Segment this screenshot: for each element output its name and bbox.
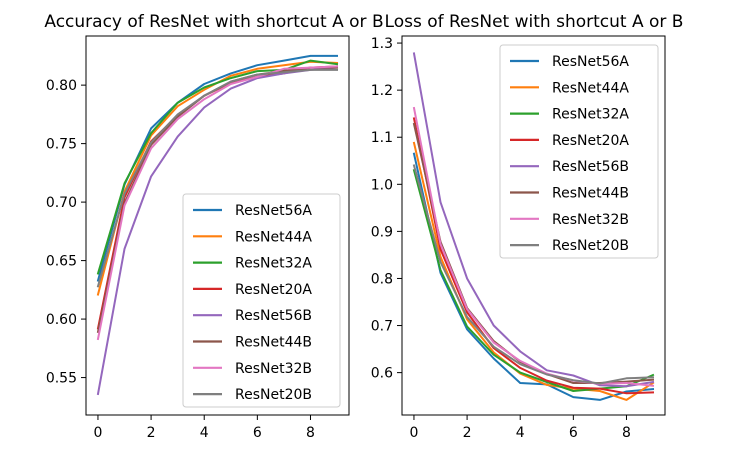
legend: ResNet56A ResNet44A ResNet32A ResNet20A ResN…	[499, 44, 659, 259]
y-tick-label: 1.2	[371, 83, 393, 99]
legend-label: ResNet44B	[552, 186, 629, 202]
series-line-resnet20b	[412, 164, 655, 385]
y-tick-label: 0.80	[46, 78, 77, 94]
y-tick-label: 0.60	[46, 312, 77, 328]
legend-label: ResNet56B	[552, 159, 629, 175]
y-tick-label: 0.75	[46, 137, 77, 153]
series-line-resnet32a	[412, 168, 655, 392]
x-tick-label: 4	[200, 425, 209, 441]
legend-label: ResNet20B	[235, 387, 312, 403]
series-line-resnet32b	[412, 106, 655, 387]
x-tick-label: 8	[622, 425, 631, 441]
legend-label: ResNet56A	[235, 203, 312, 219]
legend-label: ResNet32B	[235, 361, 312, 377]
y-tick-label: 1.3	[371, 36, 393, 52]
legend-label: ResNet32A	[552, 107, 629, 123]
x-tick-label: 0	[409, 425, 418, 441]
legend-label: ResNet56B	[235, 308, 312, 324]
x-tick-label: 2	[463, 425, 472, 441]
loss-panel: 0 2 4 6 8 0.6 0.7 0.8 0.9 1.0 1.1 1.2 1.3 Loss of Res…	[371, 12, 684, 441]
legend-label: ResNet20A	[552, 133, 629, 149]
y-tick-label: 0.9	[371, 224, 393, 240]
y-tick-label: 0.8	[371, 271, 393, 287]
x-tick-label: 8	[306, 425, 315, 441]
series-line-resnet56b	[412, 52, 655, 388]
legend-label: ResNet56A	[552, 54, 629, 70]
accuracy-panel: 0 2 4 6 8 0.55 0.60 0.65 0.70 0.75 0.80 Accuracy of…	[44, 12, 383, 441]
x-tick-label: 6	[253, 425, 262, 441]
series-lines	[412, 52, 655, 401]
series-lines	[96, 54, 339, 396]
legend-label: ResNet44A	[552, 80, 629, 96]
plot-frame	[85, 35, 350, 416]
legend-label: ResNet20B	[552, 238, 629, 254]
x-tick-label: 4	[516, 425, 525, 441]
chart-title: Accuracy of ResNet with shortcut A or B	[44, 12, 383, 32]
y-tick-label: 1.1	[371, 130, 393, 146]
y-tick-label: 1.0	[371, 177, 393, 193]
legend-frame	[499, 44, 659, 259]
legend: ResNet56A ResNet44A ResNet32A ResNet20A ResN…	[182, 193, 341, 408]
plot-frame	[401, 35, 666, 416]
x-tick-label: 2	[147, 425, 156, 441]
y-tick-label: 0.7	[371, 319, 393, 335]
series-line-resnet20a	[412, 117, 655, 395]
legend-label: ResNet20A	[235, 282, 312, 298]
legend-frame	[182, 193, 341, 408]
y-tick-label: 0.65	[46, 254, 77, 270]
legend-label: ResNet44B	[235, 335, 312, 351]
y-tick-label: 0.6	[371, 366, 393, 382]
x-tick-label: 0	[93, 425, 102, 441]
chart-title: Loss of ResNet with shortcut A or B	[385, 12, 684, 32]
x-tick-label: 6	[569, 425, 578, 441]
y-tick-label: 0.55	[46, 371, 77, 387]
y-tick-label: 0.70	[46, 195, 77, 211]
series-line-resnet32b	[96, 65, 339, 341]
legend-label: ResNet32B	[552, 212, 629, 228]
series-line-resnet20b	[96, 68, 338, 288]
legend-label: ResNet32A	[235, 256, 312, 272]
series-line-resnet32a	[96, 59, 339, 275]
legend-label: ResNet44A	[235, 229, 312, 245]
